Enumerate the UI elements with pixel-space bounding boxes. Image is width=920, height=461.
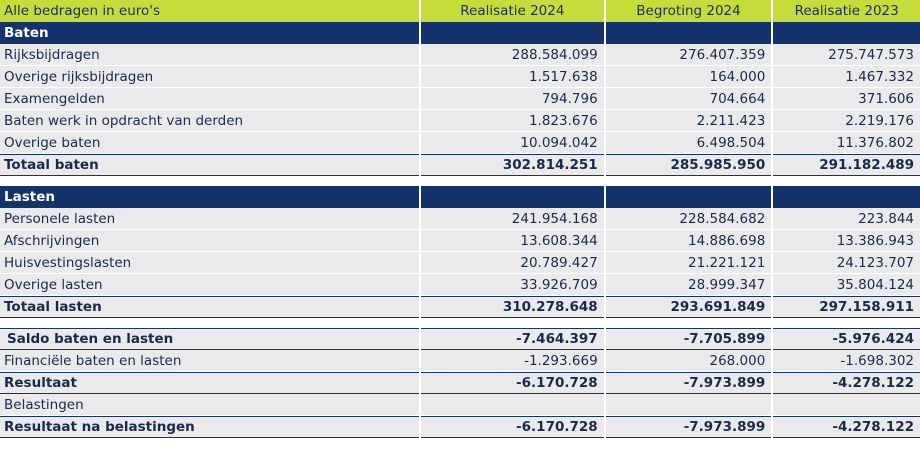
value-begroting-2024: 14.886.698 [605,230,772,252]
row-label: Overige rijksbijdragen [0,66,420,88]
value-begroting-2024: 21.221.121 [605,252,772,274]
row-label: Rijksbijdragen [0,44,420,66]
value-realisatie-2023 [773,394,920,416]
value-realisatie-2023: 291.182.489 [773,154,920,176]
table-row: Overige baten 10.094.042 6.498.504 11.37… [0,132,920,154]
value-realisatie-2024: -1.293.669 [421,350,604,372]
value-realisatie-2023: 1.467.332 [773,66,920,88]
row-label: Overige baten [0,132,420,154]
value-realisatie-2023: -1.698.302 [773,350,920,372]
spacer [0,176,920,186]
header-col-begroting-2024: Begroting 2024 [605,0,772,22]
value-begroting-2024: 2.211.423 [605,110,772,132]
row-label: Personele lasten [0,208,420,230]
row-label: Resultaat [0,372,420,394]
value-realisatie-2023: 13.386.943 [773,230,920,252]
value-realisatie-2023: -4.278.122 [773,372,920,394]
value-realisatie-2023: 275.747.573 [773,44,920,66]
header-col-realisatie-2023: Realisatie 2023 [773,0,920,22]
resultaat-na-belastingen-row: Resultaat na belastingen -6.170.728 -7.9… [0,416,920,438]
section-baten: Baten [0,22,920,44]
table-row: Rijksbijdragen 288.584.099 276.407.359 2… [0,44,920,66]
value-realisatie-2023: 223.844 [773,208,920,230]
row-label: Examengelden [0,88,420,110]
section-title: Lasten [0,186,420,208]
value-realisatie-2024: 13.608.344 [421,230,604,252]
value-realisatie-2023: -5.976.424 [773,328,920,350]
row-label: Saldo baten en lasten [0,328,420,350]
value-realisatie-2024: 310.278.648 [421,296,604,318]
table-row: Personele lasten 241.954.168 228.584.682… [0,208,920,230]
value-realisatie-2023: 35.804.124 [773,274,920,296]
value-realisatie-2024: 794.796 [421,88,604,110]
value-realisatie-2024: 302.814.251 [421,154,604,176]
section-title: Baten [0,22,420,44]
value-realisatie-2024: 241.954.168 [421,208,604,230]
value-begroting-2024: 6.498.504 [605,132,772,154]
value-begroting-2024: 704.664 [605,88,772,110]
value-begroting-2024: 268.000 [605,350,772,372]
header-col-realisatie-2024: Realisatie 2024 [421,0,604,22]
row-label: Afschrijvingen [0,230,420,252]
value-begroting-2024: 28.999.347 [605,274,772,296]
value-realisatie-2023: 24.123.707 [773,252,920,274]
value-realisatie-2024: -6.170.728 [421,372,604,394]
value-begroting-2024 [605,394,772,416]
resultaat-row: Resultaat -6.170.728 -7.973.899 -4.278.1… [0,372,920,394]
value-realisatie-2024: -7.464.397 [421,328,604,350]
table-row: Belastingen [0,394,920,416]
value-realisatie-2023: 11.376.802 [773,132,920,154]
value-realisatie-2024: 33.926.709 [421,274,604,296]
table-row: Huisvestingslasten 20.789.427 21.221.121… [0,252,920,274]
saldo-row: Saldo baten en lasten -7.464.397 -7.705.… [0,328,920,350]
value-realisatie-2024: 1.517.638 [421,66,604,88]
value-begroting-2024: 164.000 [605,66,772,88]
total-row-lasten: Totaal lasten 310.278.648 293.691.849 29… [0,296,920,318]
value-realisatie-2024: 288.584.099 [421,44,604,66]
table-header: Alle bedragen in euro's Realisatie 2024 … [0,0,920,22]
table-row: Baten werk in opdracht van derden 1.823.… [0,110,920,132]
value-realisatie-2024: 1.823.676 [421,110,604,132]
header-label: Alle bedragen in euro's [0,0,420,22]
row-label: Totaal baten [0,154,420,176]
row-label: Huisvestingslasten [0,252,420,274]
row-label: Belastingen [0,394,420,416]
row-label: Totaal lasten [0,296,420,318]
value-begroting-2024: -7.973.899 [605,416,772,438]
financial-table: Alle bedragen in euro's Realisatie 2024 … [0,0,920,438]
value-realisatie-2023: 297.158.911 [773,296,920,318]
section-lasten: Lasten [0,186,920,208]
value-realisatie-2024: 20.789.427 [421,252,604,274]
total-row-baten: Totaal baten 302.814.251 285.985.950 291… [0,154,920,176]
value-realisatie-2023: -4.278.122 [773,416,920,438]
value-begroting-2024: 285.985.950 [605,154,772,176]
spacer [0,318,920,328]
row-label: Financiële baten en lasten [0,350,420,372]
value-begroting-2024: 276.407.359 [605,44,772,66]
table-row: Afschrijvingen 13.608.344 14.886.698 13.… [0,230,920,252]
value-begroting-2024: -7.973.899 [605,372,772,394]
value-begroting-2024: 228.584.682 [605,208,772,230]
row-label: Resultaat na belastingen [0,416,420,438]
value-begroting-2024: -7.705.899 [605,328,772,350]
value-realisatie-2024: -6.170.728 [421,416,604,438]
value-realisatie-2023: 371.606 [773,88,920,110]
value-realisatie-2023: 2.219.176 [773,110,920,132]
value-begroting-2024: 293.691.849 [605,296,772,318]
row-label: Baten werk in opdracht van derden [0,110,420,132]
row-label: Overige lasten [0,274,420,296]
table-row: Financiële baten en lasten -1.293.669 26… [0,350,920,372]
table-row: Overige rijksbijdragen 1.517.638 164.000… [0,66,920,88]
table-row: Examengelden 794.796 704.664 371.606 [0,88,920,110]
value-realisatie-2024: 10.094.042 [421,132,604,154]
value-realisatie-2024 [421,394,604,416]
table-row: Overige lasten 33.926.709 28.999.347 35.… [0,274,920,296]
